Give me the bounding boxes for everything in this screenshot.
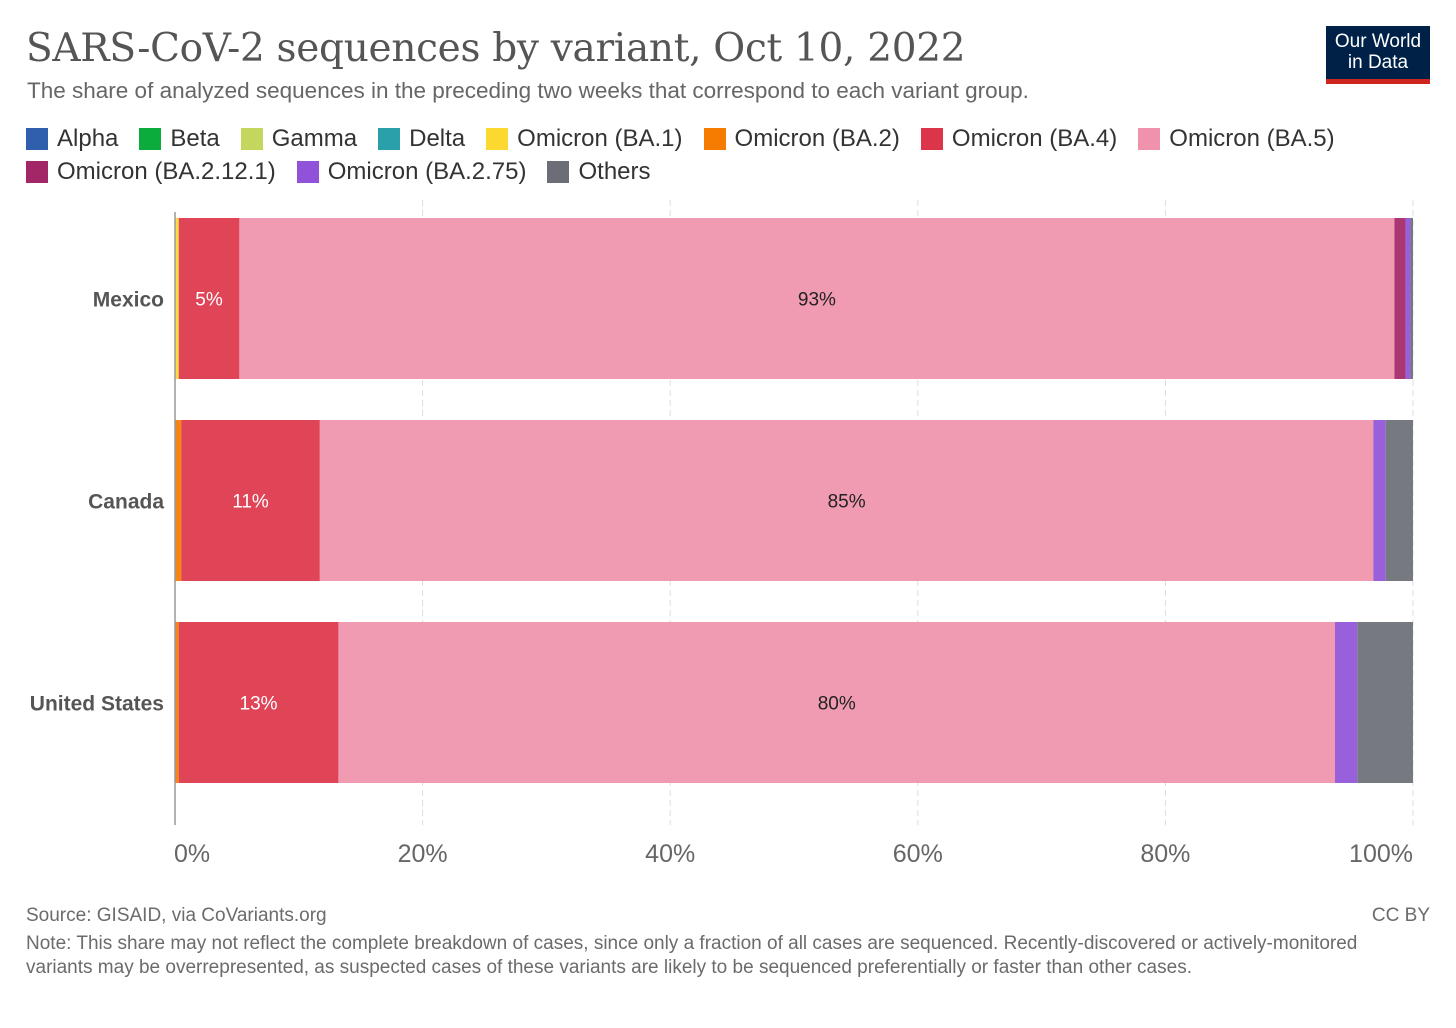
- bar-segment-mexico-omicron-ba-2-12-1: [1394, 218, 1406, 379]
- legend-swatch: [139, 127, 162, 150]
- data-label: 13%: [240, 694, 278, 715]
- y-category-label: Mexico: [93, 289, 164, 312]
- legend-item-others[interactable]: Others: [547, 157, 651, 185]
- logo-line-1: Our World: [1334, 31, 1422, 52]
- bar-segment-canada-omicron-ba-5: [319, 420, 1374, 581]
- x-tick-label: 80%: [1140, 840, 1190, 868]
- legend-swatch: [26, 160, 48, 183]
- legend-item-omicron-ba-4[interactable]: Omicron (BA.4): [920, 124, 1118, 152]
- legend-item-omicron-ba-2[interactable]: Omicron (BA.2): [703, 124, 900, 152]
- x-tick-label: 100%: [1349, 840, 1413, 868]
- bar-segment-mexico-omicron-ba-5: [239, 218, 1395, 379]
- legend-label: Gamma: [271, 124, 358, 152]
- legend-label: Alpha: [57, 124, 119, 152]
- chart-legend: Alpha Beta Gamma Delta Omicron (BA.1) Omicron…: [26, 124, 1426, 185]
- footnote: Note: This share may not reflect the com…: [26, 933, 1358, 978]
- x-tick-label: 20%: [398, 840, 448, 868]
- legend-item-delta[interactable]: Delta: [378, 124, 466, 152]
- legend-item-gamma[interactable]: Gamma: [240, 124, 358, 152]
- legend-item-omicron-ba-2-12-1[interactable]: Omicron (BA.2.12.1): [26, 157, 276, 185]
- bar-segment-mexico-others: [1410, 218, 1413, 379]
- legend-item-beta[interactable]: Beta: [139, 124, 220, 152]
- legend-label: Omicron (BA.2.75): [327, 157, 527, 185]
- data-label: 85%: [828, 492, 866, 513]
- legend-item-omicron-ba-5[interactable]: Omicron (BA.5): [1138, 124, 1335, 152]
- logo-line-2: in Data: [1347, 52, 1409, 73]
- source-note: Source: GISAID, via CoVariants.org: [26, 905, 327, 926]
- x-tick-label: 60%: [893, 840, 943, 868]
- legend-label: Omicron (BA.2): [734, 124, 900, 152]
- legend-swatch: [26, 127, 48, 150]
- bar-segment-canada-omicron-ba-2-75: [1373, 420, 1386, 581]
- legend-label: Omicron (BA.5): [1169, 124, 1335, 152]
- y-category-label: United States: [30, 693, 164, 716]
- legend-swatch: [1138, 127, 1161, 150]
- legend-label: Delta: [409, 124, 466, 152]
- bar-segment-mexico-omicron-ba-2-75: [1405, 218, 1411, 379]
- bar-segment-mexico-omicron-ba-1: [175, 218, 179, 379]
- owid-logo[interactable]: Our World in Data: [1326, 26, 1430, 84]
- data-label: 11%: [232, 492, 269, 513]
- legend-swatch: [703, 127, 726, 150]
- legend-swatch: [378, 127, 401, 150]
- chart-title: SARS-CoV-2 sequences by variant, Oct 10,…: [26, 26, 966, 71]
- chart-subtitle: The share of analyzed sequences in the p…: [27, 78, 1029, 103]
- legend-label: Others: [578, 157, 651, 185]
- x-tick-label: 0%: [174, 840, 210, 868]
- data-label: 80%: [818, 694, 856, 715]
- bar-segment-canada-omicron-ba-2: [175, 420, 182, 581]
- bar-segment-mexico-omicron-ba-4: [178, 218, 240, 379]
- legend-item-omicron-ba-2-75[interactable]: Omicron (BA.2.75): [296, 157, 527, 185]
- bar-segment-united-states-others: [1357, 622, 1413, 783]
- bar-segment-canada-omicron-ba-4: [181, 420, 320, 581]
- bar-segment-united-states-omicron-ba-2: [175, 622, 179, 783]
- bar-segment-united-states-omicron-ba-4: [178, 622, 339, 783]
- data-label: 93%: [798, 290, 836, 311]
- legend-swatch: [920, 127, 943, 150]
- bar-segment-united-states-omicron-ba-2-75: [1335, 622, 1358, 783]
- legend-item-alpha[interactable]: Alpha: [26, 124, 119, 152]
- y-category-label: Canada: [88, 491, 164, 514]
- stacked-bar-chart: 0% 20% 40% 60% 80% 100% Mexico 5% 93% Canada 11% 85…: [30, 200, 1414, 868]
- legend-label: Beta: [170, 124, 220, 152]
- legend-label: Omicron (BA.2.12.1): [57, 157, 276, 185]
- legend-item-omicron-ba-1[interactable]: Omicron (BA.1): [486, 124, 683, 152]
- legend-swatch: [296, 160, 319, 183]
- legend-swatch: [547, 160, 570, 183]
- legend-label: Omicron (BA.1): [517, 124, 683, 152]
- legend-label: Omicron (BA.4): [951, 124, 1118, 152]
- legend-swatch: [240, 127, 263, 150]
- legend-swatch: [486, 127, 509, 150]
- bar-segment-canada-others: [1385, 420, 1413, 581]
- x-tick-label: 40%: [645, 840, 695, 868]
- license-label[interactable]: CC BY: [1371, 905, 1430, 926]
- data-label: 5%: [195, 290, 223, 311]
- bar-segment-united-states-omicron-ba-5: [338, 622, 1336, 783]
